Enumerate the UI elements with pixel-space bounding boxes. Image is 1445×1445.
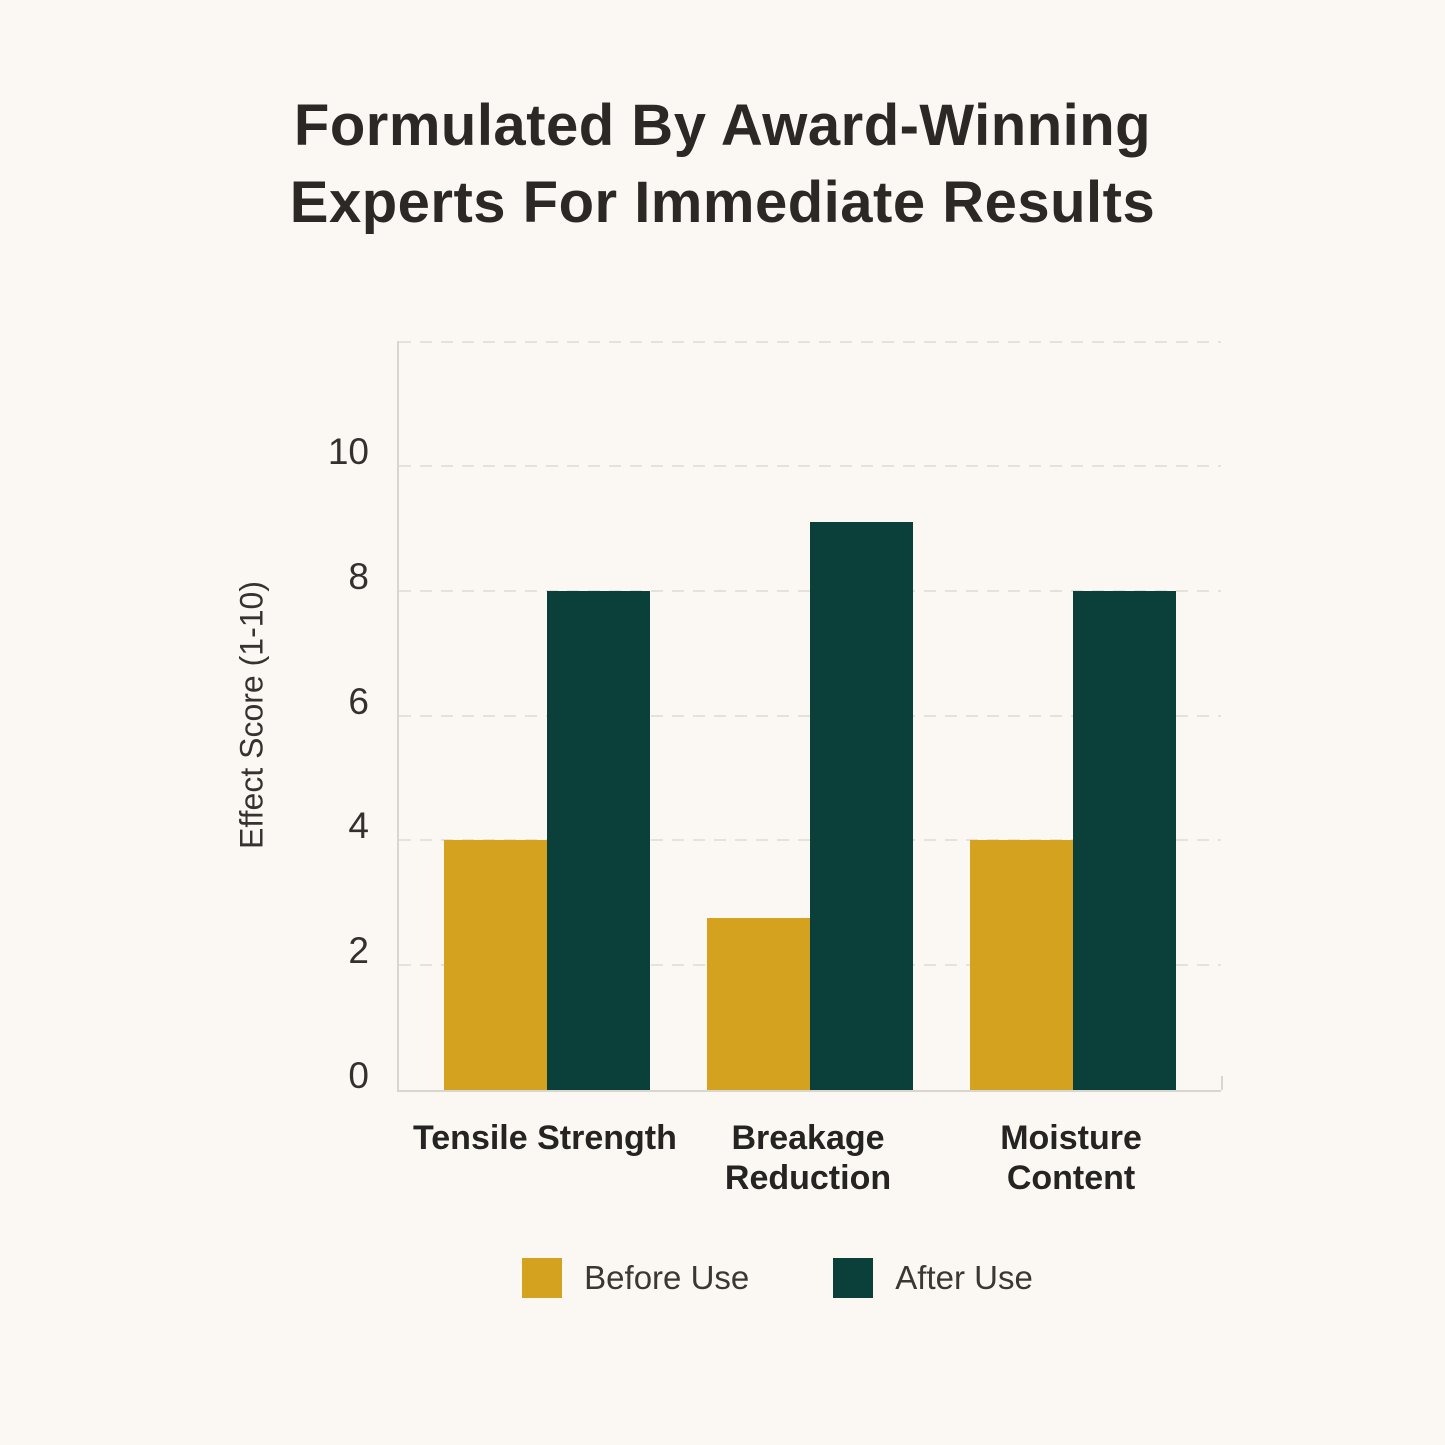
y-tick-label-6: 6 (348, 680, 369, 722)
chart-title: Formulated By Award-Winning Experts For … (289, 93, 1156, 235)
bar-after-use-1 (546, 590, 650, 1090)
x-axis-end-tick (1221, 1076, 1223, 1090)
after-use-swatch (833, 1258, 874, 1298)
before-use-swatch (522, 1258, 563, 1298)
legend-label-before-use: Before Use (584, 1259, 750, 1296)
bar-before-use-2 (707, 918, 810, 1090)
y-tick-label-2: 2 (348, 930, 369, 972)
plot-area (397, 341, 1223, 1092)
bar-after-use-3 (1073, 590, 1177, 1090)
legend-item-before-use: Before Use (522, 1258, 749, 1298)
y-tick-label-0: 0 (348, 1055, 369, 1096)
gridline-10 (399, 464, 1221, 467)
y-tick-label-4: 4 (348, 805, 369, 847)
y-axis-tick-labels: 0 2 4 6 8 10 (0, 341, 369, 1095)
y-tick-label-10: 10 (327, 430, 369, 472)
x-axis-label-3: Moisture Content (1000, 1119, 1142, 1197)
bar-before-use-1 (443, 840, 547, 1090)
legend-item-after-use: After Use (833, 1258, 1033, 1298)
y-tick-label-8: 8 (348, 555, 369, 597)
gridline-12 (399, 341, 1221, 343)
x-axis-label-1: Tensile Strength (413, 1119, 677, 1157)
legend: Before Use After Use (55, 1258, 1445, 1298)
legend-label-after-use: After Use (895, 1259, 1033, 1296)
bar-after-use-2 (810, 522, 913, 1090)
x-axis-label-2: Breakage Reduction (724, 1119, 892, 1197)
x-axis-labels: Tensile Strength Breakage Reduction Moistu… (0, 1118, 1445, 1228)
bar-before-use-3 (970, 840, 1074, 1090)
